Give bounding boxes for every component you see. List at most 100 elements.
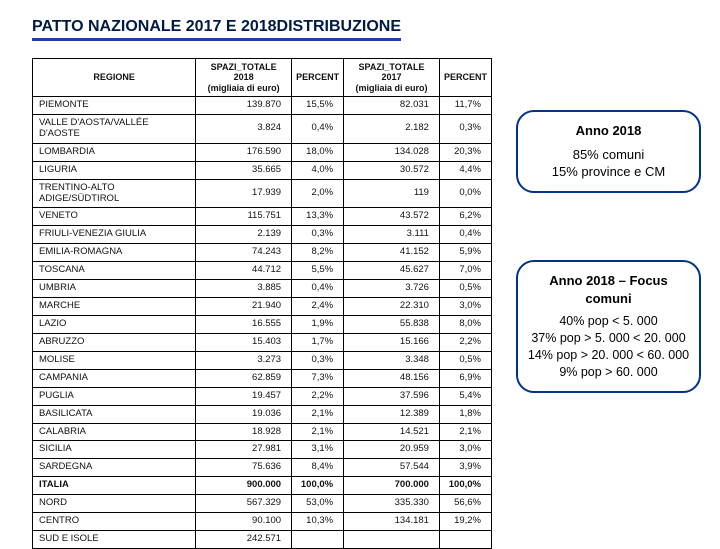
table-cell: FRIULI-VENEZIA GIULIA (33, 226, 196, 244)
table-cell: 0,4% (292, 280, 344, 298)
table-cell: VENETO (33, 208, 196, 226)
table-cell: 2.139 (196, 226, 292, 244)
title-part-1: PATTO NAZIONALE (32, 18, 181, 35)
table-row: LAZIO16.5551,9%55.8388,0% (33, 316, 492, 334)
table-cell: 2,1% (292, 405, 344, 423)
table-cell: 3.726 (344, 280, 440, 298)
table-row: SICILIA27.9813,1%20.9593,0% (33, 441, 492, 459)
table-cell: 75.636 (196, 459, 292, 477)
table-cell: 2,1% (439, 423, 491, 441)
table-cell: 53,0% (292, 495, 344, 513)
col-spazi-2018: SPAZI_TOTALE 2018 (migliaia di euro) (196, 59, 292, 97)
table-cell: 4,0% (292, 161, 344, 179)
table-row: PIEMONTE139.87015,5%82.03111,7% (33, 97, 492, 115)
col-spazi-2017: SPAZI_TOTALE 2017 (migliaia di euro) (344, 59, 440, 97)
table-cell: 3.111 (344, 226, 440, 244)
table-cell: 74.243 (196, 244, 292, 262)
table-cell: 13,3% (292, 208, 344, 226)
table-row: CAMPANIA62.8597,3%48.1566,9% (33, 369, 492, 387)
table-cell: LAZIO (33, 316, 196, 334)
table-cell: 2,2% (292, 387, 344, 405)
table-cell: CALABRIA (33, 423, 196, 441)
table-cell: 0,4% (292, 114, 344, 143)
table-cell: 19,2% (439, 513, 491, 531)
title-part-4: 2018DISTRIBUZIONE (241, 18, 401, 35)
table-cell: 8,4% (292, 459, 344, 477)
table-row: ITALIA900.000100,0%700.000100,0% (33, 477, 492, 495)
table-cell: 0,0% (439, 179, 491, 208)
table-cell: 15.166 (344, 333, 440, 351)
table-cell: 700.000 (344, 477, 440, 495)
table-cell: 20,3% (439, 143, 491, 161)
table-cell: 8,2% (292, 244, 344, 262)
table-cell: 15.403 (196, 333, 292, 351)
box2-line4: 9% pop > 60. 000 (526, 364, 691, 381)
table-cell: 12.389 (344, 405, 440, 423)
box2-line1: 40% pop < 5. 000 (526, 313, 691, 330)
table-row: NORD567.32953,0%335.33056,6% (33, 495, 492, 513)
table-cell: 100,0% (439, 477, 491, 495)
table-cell: ITALIA (33, 477, 196, 495)
table-cell: 21.940 (196, 298, 292, 316)
table-cell: CENTRO (33, 513, 196, 531)
table-row: EMILIA-ROMAGNA74.2438,2%41.1525,9% (33, 244, 492, 262)
table-cell: 134.181 (344, 513, 440, 531)
table-cell: BASILICATA (33, 405, 196, 423)
table-cell: LIGURIA (33, 161, 196, 179)
table-cell: 5,4% (439, 387, 491, 405)
table-cell: 44.712 (196, 262, 292, 280)
box1-title: Anno 2018 (526, 122, 691, 140)
table-row: CENTRO90.10010,3%134.18119,2% (33, 513, 492, 531)
table-row: UMBRIA3.8850,4%3.7260,5% (33, 280, 492, 298)
info-box-2018: Anno 2018 85% comuni 15% province e CM (516, 110, 701, 193)
table-cell: NORD (33, 495, 196, 513)
table-cell: 10,3% (292, 513, 344, 531)
table-row: VALLE D'AOSTA/VALLÉE D'AOSTE3.8240,4%2.1… (33, 114, 492, 143)
table-cell: 3.885 (196, 280, 292, 298)
table-cell: 2,2% (439, 333, 491, 351)
table-cell: 57.544 (344, 459, 440, 477)
table-cell: 11,7% (439, 97, 491, 115)
table-row: LOMBARDIA176.59018,0%134.02820,3% (33, 143, 492, 161)
table-cell: MARCHE (33, 298, 196, 316)
table-cell: 0,5% (439, 280, 491, 298)
table-cell: 1,7% (292, 333, 344, 351)
table-cell: 115.751 (196, 208, 292, 226)
table-cell: 7,3% (292, 369, 344, 387)
table-cell: 3,1% (292, 441, 344, 459)
table-cell: MOLISE (33, 351, 196, 369)
table-cell: 6,9% (439, 369, 491, 387)
table-cell: PIEMONTE (33, 97, 196, 115)
table-cell: 56,6% (439, 495, 491, 513)
table-cell: 1,9% (292, 316, 344, 334)
table-row: ABRUZZO15.4031,7%15.1662,2% (33, 333, 492, 351)
table-cell: 335.330 (344, 495, 440, 513)
table-cell: EMILIA-ROMAGNA (33, 244, 196, 262)
table-cell: 62.859 (196, 369, 292, 387)
table-row: MOLISE3.2730,3%3.3480,5% (33, 351, 492, 369)
table-cell: 18,0% (292, 143, 344, 161)
table-cell: 2.182 (344, 114, 440, 143)
table-cell: 119 (344, 179, 440, 208)
table-cell: 19.457 (196, 387, 292, 405)
table-cell: SICILIA (33, 441, 196, 459)
table-cell: 18.928 (196, 423, 292, 441)
table-cell: 0,5% (439, 351, 491, 369)
table-cell: 5,9% (439, 244, 491, 262)
table-cell: 176.590 (196, 143, 292, 161)
table-cell: 15,5% (292, 97, 344, 115)
table-cell: 100,0% (292, 477, 344, 495)
table-cell: 5,5% (292, 262, 344, 280)
table-cell: 3,0% (439, 441, 491, 459)
box2-line2: 37% pop > 5. 000 < 20. 000 (526, 330, 691, 347)
table-cell: 22.310 (344, 298, 440, 316)
table-cell: 139.870 (196, 97, 292, 115)
table-cell: 567.329 (196, 495, 292, 513)
table-row: TRENTINO-ALTO ADIGE/SÜDTIROL17.9392,0%11… (33, 179, 492, 208)
table-cell: 3,0% (439, 298, 491, 316)
table-cell: 0,3% (292, 226, 344, 244)
table-cell: VALLE D'AOSTA/VALLÉE D'AOSTE (33, 114, 196, 143)
table-cell: TOSCANA (33, 262, 196, 280)
table-cell: ABRUZZO (33, 333, 196, 351)
table-cell: SARDEGNA (33, 459, 196, 477)
